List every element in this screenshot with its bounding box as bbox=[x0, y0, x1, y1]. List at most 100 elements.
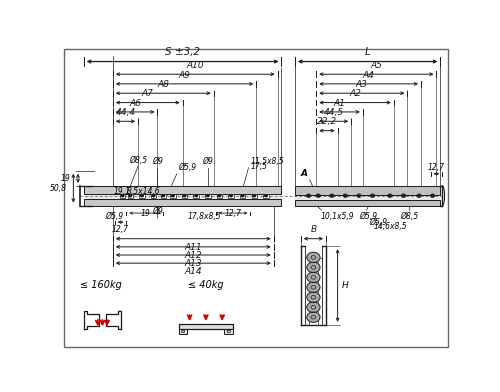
Bar bbox=[179, 324, 233, 329]
Text: Ø9: Ø9 bbox=[152, 207, 163, 216]
Bar bbox=[295, 200, 440, 205]
Circle shape bbox=[344, 195, 346, 197]
Text: A7: A7 bbox=[142, 89, 154, 98]
Circle shape bbox=[307, 282, 320, 292]
Text: 12,7: 12,7 bbox=[112, 225, 129, 234]
Circle shape bbox=[330, 195, 333, 197]
Bar bbox=[151, 194, 156, 198]
Circle shape bbox=[389, 195, 391, 197]
Text: A6: A6 bbox=[129, 99, 141, 108]
Text: A12: A12 bbox=[184, 251, 202, 260]
Text: Ø5,9: Ø5,9 bbox=[179, 163, 197, 172]
Bar bbox=[216, 194, 222, 198]
Text: A11: A11 bbox=[184, 243, 202, 252]
Text: H: H bbox=[342, 281, 348, 290]
Text: A10: A10 bbox=[186, 61, 204, 70]
Text: 22,2: 22,2 bbox=[317, 118, 337, 127]
Bar bbox=[295, 186, 440, 195]
Bar bbox=[295, 195, 440, 200]
Text: 17,5: 17,5 bbox=[250, 162, 268, 171]
Circle shape bbox=[307, 312, 320, 322]
Circle shape bbox=[195, 195, 198, 197]
Circle shape bbox=[140, 195, 143, 197]
Text: Ø9: Ø9 bbox=[152, 157, 163, 166]
Circle shape bbox=[358, 195, 360, 197]
Text: S ±3,2: S ±3,2 bbox=[165, 47, 200, 57]
Circle shape bbox=[317, 195, 320, 197]
Text: B: B bbox=[310, 225, 316, 234]
Circle shape bbox=[218, 195, 221, 197]
Bar bbox=[182, 194, 188, 198]
Text: A8: A8 bbox=[158, 80, 169, 89]
Text: L: L bbox=[365, 47, 370, 57]
Circle shape bbox=[307, 272, 320, 283]
Text: Ø5,9: Ø5,9 bbox=[360, 212, 378, 221]
Text: 44,5: 44,5 bbox=[324, 108, 344, 117]
Text: A14: A14 bbox=[184, 267, 202, 276]
Text: Ø5,9: Ø5,9 bbox=[369, 218, 388, 227]
Bar bbox=[194, 194, 199, 198]
Circle shape bbox=[183, 195, 186, 197]
Circle shape bbox=[242, 195, 244, 197]
Circle shape bbox=[432, 195, 434, 197]
Text: Ø8,5: Ø8,5 bbox=[129, 156, 147, 165]
Circle shape bbox=[307, 252, 320, 263]
Bar bbox=[170, 194, 175, 198]
Bar bbox=[84, 194, 281, 199]
Bar bbox=[240, 194, 246, 198]
Bar bbox=[228, 194, 234, 198]
Text: A: A bbox=[300, 169, 308, 178]
Text: A5: A5 bbox=[370, 61, 382, 70]
Circle shape bbox=[152, 195, 155, 197]
Circle shape bbox=[307, 292, 320, 302]
Circle shape bbox=[162, 195, 164, 197]
Circle shape bbox=[418, 195, 420, 197]
Circle shape bbox=[172, 195, 174, 197]
Text: 19,1: 19,1 bbox=[114, 187, 131, 196]
Bar bbox=[224, 329, 233, 334]
Text: A3: A3 bbox=[356, 80, 368, 89]
Bar bbox=[84, 199, 281, 205]
Text: 12,7: 12,7 bbox=[428, 163, 445, 172]
Bar bbox=[179, 329, 188, 334]
Bar bbox=[205, 194, 210, 198]
Circle shape bbox=[307, 302, 320, 312]
Text: 17,8x8,5: 17,8x8,5 bbox=[187, 212, 221, 221]
Text: 8,5x14,6: 8,5x14,6 bbox=[127, 187, 160, 196]
Text: A2: A2 bbox=[349, 89, 361, 98]
Circle shape bbox=[230, 195, 232, 197]
Text: Ø5,9: Ø5,9 bbox=[106, 212, 124, 221]
Circle shape bbox=[129, 195, 132, 197]
Bar bbox=[160, 194, 166, 198]
Bar bbox=[120, 194, 126, 198]
Text: 44,4: 44,4 bbox=[116, 108, 136, 117]
Text: 11,5x8,5: 11,5x8,5 bbox=[250, 157, 284, 166]
Bar bbox=[139, 194, 144, 198]
Text: 12,7: 12,7 bbox=[224, 209, 242, 218]
Text: ≤ 40kg: ≤ 40kg bbox=[188, 281, 224, 290]
Text: Ø8,5: Ø8,5 bbox=[400, 212, 418, 221]
Bar bbox=[84, 186, 281, 194]
Circle shape bbox=[264, 195, 268, 197]
Bar bbox=[252, 194, 257, 198]
Bar bbox=[263, 194, 268, 198]
Text: A4: A4 bbox=[362, 71, 374, 80]
Text: 10,1x5,9: 10,1x5,9 bbox=[320, 212, 354, 221]
Text: 50,8: 50,8 bbox=[50, 183, 66, 192]
Bar bbox=[128, 194, 133, 198]
Text: 19: 19 bbox=[60, 174, 70, 183]
Text: A1: A1 bbox=[334, 99, 345, 108]
Circle shape bbox=[308, 195, 310, 197]
Circle shape bbox=[307, 262, 320, 272]
Circle shape bbox=[372, 195, 374, 197]
Text: 14,6x8,5: 14,6x8,5 bbox=[373, 222, 407, 231]
Text: Ø9: Ø9 bbox=[202, 157, 213, 166]
Text: A13: A13 bbox=[184, 259, 202, 268]
Circle shape bbox=[402, 195, 404, 197]
Circle shape bbox=[253, 195, 256, 197]
Circle shape bbox=[121, 195, 124, 197]
Circle shape bbox=[206, 195, 209, 197]
Text: A9: A9 bbox=[178, 71, 190, 80]
Text: 19: 19 bbox=[140, 209, 150, 218]
Text: ≤ 160kg: ≤ 160kg bbox=[80, 281, 122, 290]
